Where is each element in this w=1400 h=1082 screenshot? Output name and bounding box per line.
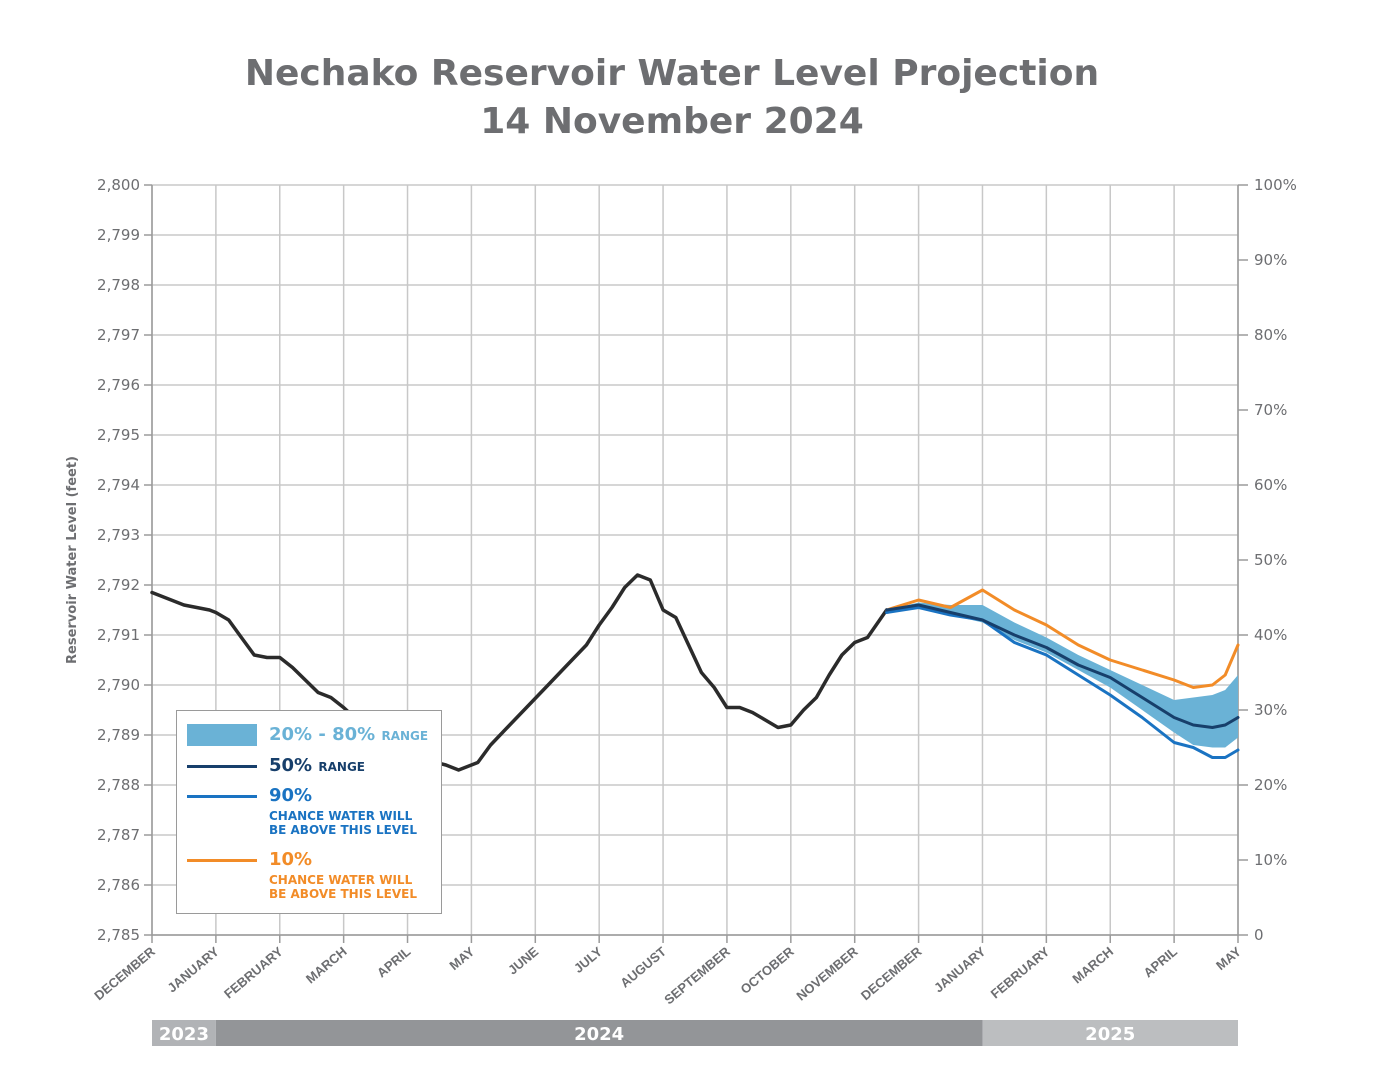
chart-title: Nechako Reservoir Water Level Projection…	[0, 50, 1344, 146]
legend-item-p90: 90% CHANCE WATER WILL BE ABOVE THIS LEVE…	[187, 785, 437, 837]
y2-tick-label: 50%	[1254, 551, 1287, 569]
y-tick-label: 2,792	[97, 576, 140, 594]
legend-p10-swatch	[187, 859, 257, 862]
y-tick-label: 2,800	[97, 176, 140, 194]
year-bar: 2023 2024 2025	[152, 1020, 1238, 1046]
y-tick-label: 2,789	[97, 726, 140, 744]
year-label-2025: 2025	[1085, 1024, 1135, 1045]
y-tick-label: 2,798	[97, 276, 140, 294]
series-band-20-80	[886, 602, 1238, 748]
y2-tick-label: 70%	[1254, 401, 1287, 419]
y2-tick-label: 20%	[1254, 776, 1287, 794]
legend-p10-desc-1: CHANCE WATER WILL	[269, 873, 413, 887]
series-line-10pct	[885, 588, 1240, 689]
year-segment-2023	[152, 1020, 216, 1046]
legend-band-text: 20% - 80% RANGE	[269, 724, 428, 745]
y2-tick-label: 90%	[1254, 251, 1287, 269]
series-line-50pct	[885, 603, 1240, 729]
y2-tick-label: 0	[1254, 926, 1264, 944]
y-tick-label: 2,786	[97, 876, 140, 894]
x-tick-label: MAY	[446, 944, 477, 974]
y2-tick-label: 10%	[1254, 851, 1287, 869]
x-tick-label: FEBRUARY	[221, 944, 286, 1002]
x-tick-label: JANUARY	[164, 944, 222, 996]
y-tick-label: 2,797	[97, 326, 140, 344]
x-tick-label: AUGUST	[617, 944, 669, 991]
y2-tick-label: 30%	[1254, 701, 1287, 719]
y-axis-label: Reservoir Water Level (feet)	[65, 456, 80, 664]
series-line-historical	[150, 573, 889, 772]
y-tick-label: 2,791	[97, 626, 140, 644]
legend-p10-desc-2: BE ABOVE THIS LEVEL	[269, 887, 417, 901]
x-tick-label: MARCH	[303, 944, 350, 987]
y-tick-label: 2,794	[97, 476, 140, 494]
y-tick-label: 2,788	[97, 776, 140, 794]
series-layer	[150, 573, 1240, 772]
x-tick-label: DECEMBER	[91, 943, 158, 1003]
chart-title-line2: 14 November 2024	[480, 101, 864, 142]
year-segment-2024	[215, 1020, 983, 1046]
y-tick-label: 2,790	[97, 676, 140, 694]
x-tick-label: JANUARY	[931, 944, 989, 996]
legend-median-text: 50% RANGE	[269, 755, 365, 776]
x-tick-label: JUNE	[505, 944, 541, 978]
legend-item-band: 20% - 80% RANGE	[187, 724, 437, 748]
legend-p90-label: 90%	[269, 785, 313, 806]
x-tick-label: SEPTEMBER	[661, 943, 733, 1007]
x-tick-label: FEBRUARY	[988, 944, 1053, 1002]
legend-p10-label: 10%	[269, 849, 313, 870]
x-tick-label: NOVEMBER	[793, 943, 861, 1003]
legend-median-swatch	[187, 765, 257, 768]
legend-p90-swatch	[187, 795, 257, 798]
y2-tick-label: 60%	[1254, 476, 1287, 494]
year-label-2024: 2024	[574, 1024, 624, 1045]
legend-band-swatch	[187, 724, 257, 746]
legend-p90-desc-1: CHANCE WATER WILL	[269, 809, 413, 823]
x-tick-label: APRIL	[374, 944, 414, 981]
series-line-90pct	[885, 606, 1240, 759]
y-tick-label: 2,793	[97, 526, 140, 544]
legend-median-label: 50%	[269, 755, 313, 776]
legend-item-median: 50% RANGE	[187, 755, 437, 779]
y-tick-label: 2,785	[97, 926, 140, 944]
legend-median-suffix: RANGE	[318, 760, 365, 774]
y2-tick-label: 40%	[1254, 626, 1287, 644]
legend-item-p10: 10% CHANCE WATER WILL BE ABOVE THIS LEVE…	[187, 849, 437, 901]
year-segment-2025	[982, 1020, 1238, 1046]
legend-band-suffix: RANGE	[381, 729, 429, 743]
y-tick-label: 2,799	[97, 226, 140, 244]
x-tick-label: DECEMBER	[858, 943, 925, 1003]
x-tick-label: JULY	[571, 944, 605, 976]
y-tick-label: 2,796	[97, 376, 140, 394]
y2-tick-label: 100%	[1254, 176, 1297, 194]
y-tick-label: 2,795	[97, 426, 140, 444]
legend-band-label: 20% - 80%	[269, 724, 376, 745]
legend: 20% - 80% RANGE 50% RANGE 90% CHANCE WAT…	[176, 710, 442, 914]
y2-tick-label: 80%	[1254, 326, 1287, 344]
year-label-2023: 2023	[159, 1024, 209, 1045]
chart-title-line1: Nechako Reservoir Water Level Projection	[244, 53, 1100, 94]
legend-p90-desc-2: BE ABOVE THIS LEVEL	[269, 823, 417, 837]
x-tick-label: MAY	[1213, 944, 1244, 974]
x-tick-label: MARCH	[1069, 944, 1116, 987]
y-tick-label: 2,787	[97, 826, 140, 844]
x-tick-label: OCTOBER	[737, 943, 797, 997]
x-tick-label: APRIL	[1141, 944, 1181, 981]
